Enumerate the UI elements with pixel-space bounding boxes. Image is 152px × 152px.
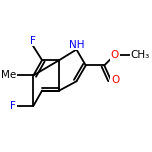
Text: F: F bbox=[30, 36, 36, 46]
Text: O: O bbox=[111, 50, 119, 60]
Text: NH: NH bbox=[69, 40, 84, 50]
Text: Me: Me bbox=[1, 70, 16, 80]
Text: O: O bbox=[111, 75, 119, 85]
Text: F: F bbox=[10, 101, 16, 111]
Text: CH₃: CH₃ bbox=[131, 50, 150, 60]
